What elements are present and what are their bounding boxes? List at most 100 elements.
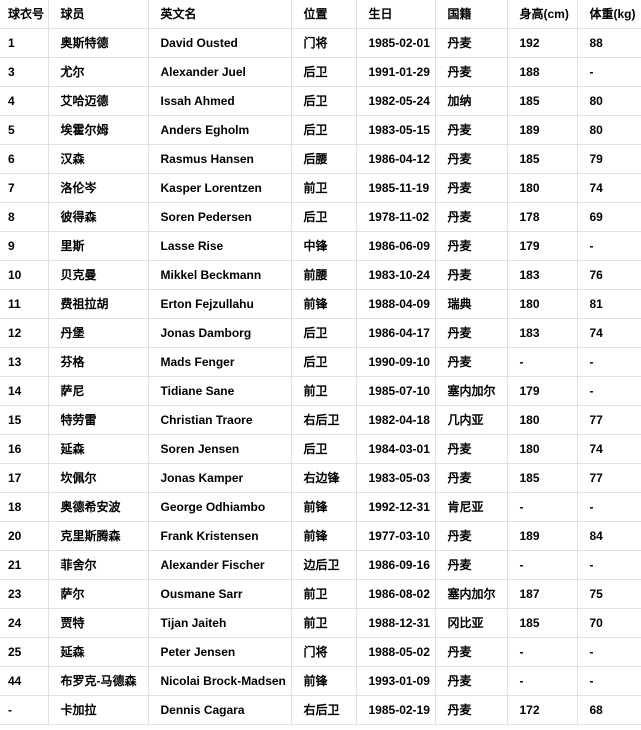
cell-height: -	[507, 637, 578, 667]
cell-name_en: Ousmane Sarr	[148, 579, 292, 609]
cell-nationality: 丹麦	[435, 666, 508, 696]
cell-weight: 81	[577, 289, 641, 319]
table-row: 1 奥斯特德 David Ousted 门将 1985-02-01 丹麦 192 88	[0, 28, 641, 58]
cell-name: 克里斯腾森	[48, 521, 149, 551]
cell-name: 费祖拉胡	[48, 289, 149, 319]
cell-number: 1	[0, 28, 49, 58]
cell-height: 189	[507, 115, 578, 145]
cell-weight: 74	[577, 434, 641, 464]
cell-number: 9	[0, 231, 49, 261]
cell-weight: -	[577, 637, 641, 667]
table-row: 44 布罗克-马德森 Nicolai Brock-Madsen 前锋 1993-01-0…	[0, 666, 641, 696]
table-row: 20 克里斯腾森 Frank Kristensen 前锋 1977-03-10 丹麦 189…	[0, 521, 641, 551]
cell-position: 右后卫	[291, 405, 357, 435]
cell-weight: -	[577, 347, 641, 377]
cell-name: 卡加拉	[48, 695, 149, 725]
cell-name_en: Soren Jensen	[148, 434, 292, 464]
cell-nationality: 瑞典	[435, 289, 508, 319]
cell-position: 后卫	[291, 318, 357, 348]
column-header-name: 球员	[48, 0, 149, 29]
cell-weight: 84	[577, 521, 641, 551]
cell-name: 布罗克-马德森	[48, 666, 149, 696]
cell-position: 中锋	[291, 231, 357, 261]
column-header-height: 身高(cm)	[507, 0, 578, 29]
cell-nationality: 丹麦	[435, 173, 508, 203]
cell-nationality: 丹麦	[435, 434, 508, 464]
cell-name_en: Alexander Fischer	[148, 550, 292, 580]
cell-weight: 69	[577, 202, 641, 232]
column-header-position: 位置	[291, 0, 357, 29]
cell-number: 3	[0, 57, 49, 87]
cell-nationality: 丹麦	[435, 115, 508, 145]
cell-position: 后腰	[291, 144, 357, 174]
table-row: 18 奥德希安波 George Odhiambo 前锋 1992-12-31 肯尼亚 - -	[0, 492, 641, 522]
cell-nationality: 丹麦	[435, 260, 508, 290]
cell-position: 前卫	[291, 608, 357, 638]
cell-height: -	[507, 550, 578, 580]
cell-birthday: 1992-12-31	[356, 492, 436, 522]
cell-position: 前腰	[291, 260, 357, 290]
cell-name: 里斯	[48, 231, 149, 261]
cell-name: 洛伦岑	[48, 173, 149, 203]
column-header-name_en: 英文名	[148, 0, 292, 29]
cell-height: 180	[507, 405, 578, 435]
table-row: 15 特劳雷 Christian Traore 右后卫 1982-04-18 几内亚 180…	[0, 405, 641, 435]
cell-birthday: 1985-02-01	[356, 28, 436, 58]
cell-name: 汉森	[48, 144, 149, 174]
cell-position: 前锋	[291, 666, 357, 696]
table-body: 1 奥斯特德 David Ousted 门将 1985-02-01 丹麦 192 88 3 尤尔 A…	[0, 28, 641, 725]
cell-height: 185	[507, 86, 578, 116]
cell-height: 185	[507, 144, 578, 174]
table-row: 7 洛伦岑 Kasper Lorentzen 前卫 1985-11-19 丹麦 180 74	[0, 173, 641, 203]
cell-height: -	[507, 347, 578, 377]
cell-birthday: 1986-04-12	[356, 144, 436, 174]
table-row: 9 里斯 Lasse Rise 中锋 1986-06-09 丹麦 179-	[0, 231, 641, 261]
cell-birthday: 1988-12-31	[356, 608, 436, 638]
cell-number: 24	[0, 608, 49, 638]
table-row: 4 艾哈迈德 Issah Ahmed 后卫 1982-05-24 加纳 185 80	[0, 86, 641, 116]
cell-number: 12	[0, 318, 49, 348]
cell-nationality: 丹麦	[435, 28, 508, 58]
cell-birthday: 1983-10-24	[356, 260, 436, 290]
cell-position: 后卫	[291, 115, 357, 145]
cell-name_en: Peter Jensen	[148, 637, 292, 667]
cell-height: 180	[507, 434, 578, 464]
cell-nationality: 丹麦	[435, 695, 508, 725]
cell-height: 185	[507, 463, 578, 493]
cell-nationality: 冈比亚	[435, 608, 508, 638]
cell-number: 17	[0, 463, 49, 493]
table-row: 13 芬格 Mads Fenger 后卫 1990-09-10 丹麦 - -	[0, 347, 641, 377]
cell-position: 前锋	[291, 521, 357, 551]
cell-weight: 80	[577, 115, 641, 145]
cell-height: 180	[507, 289, 578, 319]
cell-name_en: Mikkel Beckmann	[148, 260, 292, 290]
cell-birthday: 1978-11-02	[356, 202, 436, 232]
cell-position: 右边锋	[291, 463, 357, 493]
cell-position: 后卫	[291, 86, 357, 116]
cell-weight: 74	[577, 173, 641, 203]
cell-name_en: Nicolai Brock-Madsen	[148, 666, 292, 696]
cell-number: 23	[0, 579, 49, 609]
cell-weight: -	[577, 57, 641, 87]
cell-name: 菲舍尔	[48, 550, 149, 580]
cell-weight: 70	[577, 608, 641, 638]
cell-height: 179	[507, 376, 578, 406]
cell-name_en: Tijan Jaiteh	[148, 608, 292, 638]
cell-name_en: Jonas Kamper	[148, 463, 292, 493]
table-row: 12 丹堡 Jonas Damborg 后卫 1986-04-17 丹麦 183 74	[0, 318, 641, 348]
cell-height: 187	[507, 579, 578, 609]
cell-position: 后卫	[291, 434, 357, 464]
cell-birthday: 1983-05-03	[356, 463, 436, 493]
table-row: 24 贾特 Tijan Jaiteh 前卫 1988-12-31 冈比亚 185 70	[0, 608, 641, 638]
cell-weight: 77	[577, 405, 641, 435]
cell-height: 178	[507, 202, 578, 232]
cell-number: 6	[0, 144, 49, 174]
cell-birthday: 1986-09-16	[356, 550, 436, 580]
cell-nationality: 丹麦	[435, 57, 508, 87]
cell-birthday: 1982-04-18	[356, 405, 436, 435]
cell-number: 8	[0, 202, 49, 232]
table-row: - 卡加拉 Dennis Cagara 右后卫 1985-02-19 丹麦 172 68	[0, 695, 641, 725]
column-header-birthday: 生日	[356, 0, 436, 29]
cell-nationality: 丹麦	[435, 463, 508, 493]
